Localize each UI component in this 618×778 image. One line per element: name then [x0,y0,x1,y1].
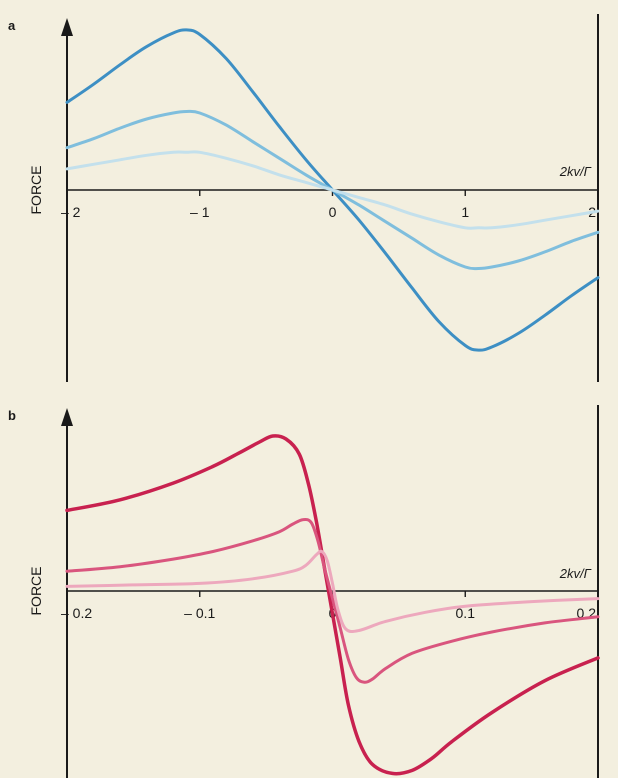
series-line-2 [65,517,600,684]
x-tick-label: – 2 [61,204,81,220]
y-axis-arrowhead [61,18,73,36]
x-tick-label: – 1 [190,204,210,220]
x-axis-label: 2kv/Γ [559,164,592,179]
x-tick-label: 0 [329,204,337,220]
series-line-1 [65,434,600,776]
series-line-3 [65,150,600,230]
x-tick-label: – 0.1 [184,605,215,621]
x-tick-label: – 0.2 [61,605,92,621]
x-tick-label: 1 [461,204,469,220]
y-axis-label: FORCE [28,166,44,215]
y-axis-arrowhead [61,408,73,426]
y-axis-label: FORCE [28,567,44,616]
x-axis-label: 2kv/Γ [559,566,592,581]
panel-letter: a [8,18,16,33]
x-tick-label: 0.1 [456,605,476,621]
series-line-3 [65,549,600,634]
panel-letter: b [8,408,16,423]
